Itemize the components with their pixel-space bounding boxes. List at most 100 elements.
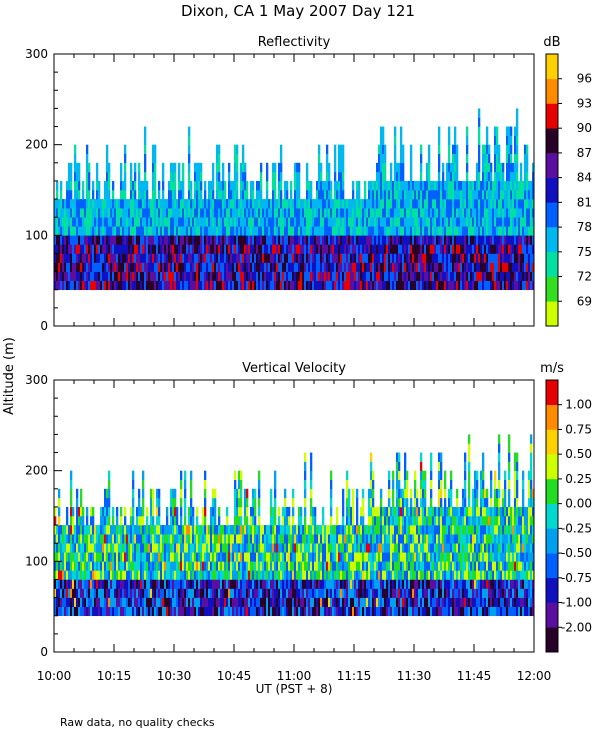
heatmap-cell (274, 534, 277, 544)
heatmap-cell (532, 180, 535, 191)
heatmap-cell (250, 190, 253, 200)
heatmap-cell (106, 271, 109, 281)
heatmap-cell (172, 217, 175, 227)
heatmap-cell (226, 217, 229, 227)
heatmap-cell (152, 217, 155, 227)
heatmap-cell (226, 271, 229, 281)
heatmap-cell (196, 506, 199, 517)
heatmap-cell (114, 271, 117, 281)
heatmap-cell (322, 570, 325, 580)
heatmap-cell (324, 217, 327, 227)
heatmap-cell (384, 280, 387, 291)
heatmap-cell (524, 244, 527, 254)
heatmap-cell (312, 253, 315, 263)
heatmap-cell (140, 516, 143, 526)
heatmap-cell (212, 280, 215, 291)
heatmap-cell (132, 253, 135, 263)
heatmap-cell (122, 180, 125, 191)
heatmap-cell (416, 199, 419, 209)
heatmap-cell (322, 235, 325, 245)
heatmap-cell (340, 162, 343, 173)
heatmap-cell (460, 280, 463, 291)
heatmap-cell (62, 579, 65, 589)
heatmap-cell (420, 144, 423, 155)
heatmap-cell (478, 126, 481, 136)
heatmap-cell (350, 606, 353, 617)
heatmap-cell (132, 235, 135, 245)
heatmap-cell (332, 271, 335, 281)
heatmap-cell (350, 253, 353, 263)
heatmap-cell (518, 262, 521, 272)
heatmap-cell (62, 570, 65, 580)
heatmap-cell (102, 271, 105, 281)
heatmap-cell (92, 561, 95, 571)
heatmap-cell (332, 552, 335, 562)
heatmap-cell (144, 162, 147, 173)
heatmap-cell (298, 244, 301, 254)
heatmap-cell (102, 516, 105, 526)
heatmap-cell (110, 217, 113, 227)
heatmap-cell (184, 497, 187, 508)
heatmap-cell (508, 190, 511, 200)
heatmap-cell (362, 253, 365, 263)
heatmap-cell (234, 561, 237, 571)
heatmap-cell (210, 516, 213, 526)
heatmap-cell (116, 208, 119, 218)
heatmap-cell (70, 280, 73, 291)
heatmap-cell (488, 190, 491, 200)
heatmap-cell (240, 561, 243, 571)
heatmap-cell (78, 208, 81, 218)
heatmap-cell (190, 506, 193, 517)
heatmap-cell (468, 253, 471, 263)
heatmap-cell (526, 262, 529, 272)
heatmap-cell (316, 552, 319, 562)
heatmap-cell (490, 208, 493, 218)
heatmap-cell (214, 199, 217, 209)
heatmap-cell (60, 588, 63, 598)
heatmap-cell (54, 579, 57, 589)
heatmap-cell (124, 506, 127, 517)
heatmap-cell (370, 271, 373, 281)
heatmap-cell (274, 579, 277, 589)
heatmap-cell (524, 208, 527, 218)
heatmap-cell (386, 235, 389, 245)
heatmap-cell (172, 534, 175, 544)
heatmap-cell (302, 244, 305, 254)
heatmap-cell (250, 180, 253, 191)
heatmap-cell (216, 552, 219, 562)
heatmap-cell (336, 516, 339, 526)
heatmap-cell (140, 561, 143, 571)
heatmap-cell (342, 525, 345, 535)
colorbar-segment (546, 54, 558, 80)
heatmap-cell (438, 171, 441, 182)
heatmap-cell (56, 190, 59, 200)
heatmap-cell (144, 552, 147, 562)
heatmap-cell (144, 543, 147, 553)
heatmap-cell (162, 588, 165, 598)
heatmap-cell (160, 262, 163, 272)
heatmap-cell (462, 262, 465, 272)
heatmap-cell (78, 597, 81, 607)
heatmap-cell (98, 570, 101, 580)
heatmap-cell (106, 226, 109, 236)
heatmap-cell (532, 199, 535, 209)
heatmap-cell (154, 244, 157, 254)
heatmap-cell (120, 199, 123, 209)
heatmap-cell (122, 543, 125, 553)
heatmap-cell (146, 226, 149, 236)
heatmap-cell (68, 534, 71, 544)
heatmap-cell (172, 497, 175, 508)
heatmap-cell (54, 235, 57, 245)
heatmap-cell (174, 217, 177, 227)
heatmap-cell (64, 543, 67, 553)
heatmap-cell (192, 534, 195, 544)
heatmap-cell (306, 208, 309, 218)
heatmap-cell (274, 226, 277, 236)
heatmap-cell (160, 543, 163, 553)
heatmap-cell (222, 534, 225, 544)
heatmap-cell (416, 244, 419, 254)
heatmap-cell (344, 552, 347, 562)
heatmap-cell (252, 497, 255, 508)
heatmap-cell (346, 262, 349, 272)
heatmap-cell (130, 516, 133, 526)
